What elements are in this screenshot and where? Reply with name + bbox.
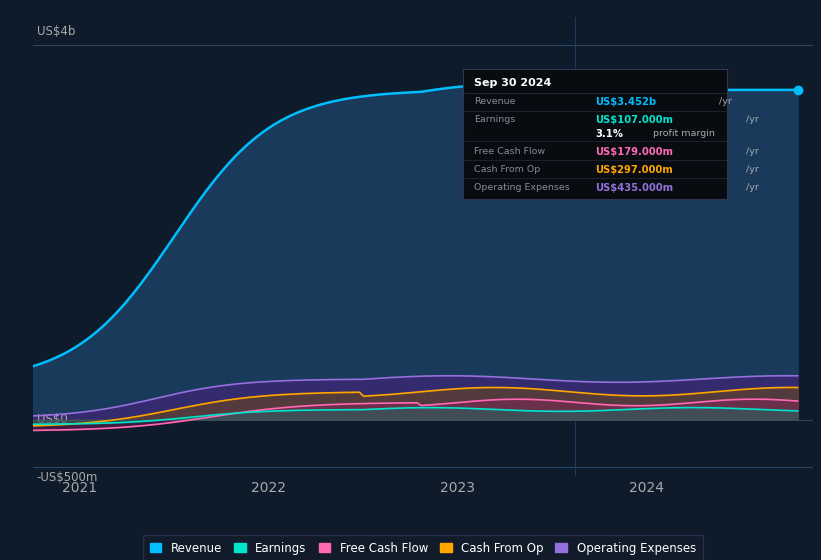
Text: Cash From Op: Cash From Op <box>474 165 540 174</box>
Text: Revenue: Revenue <box>474 96 516 105</box>
Text: US$0: US$0 <box>37 413 67 426</box>
Text: US$435.000m: US$435.000m <box>595 183 673 193</box>
Legend: Revenue, Earnings, Free Cash Flow, Cash From Op, Operating Expenses: Revenue, Earnings, Free Cash Flow, Cash … <box>143 535 703 560</box>
Text: -US$500m: -US$500m <box>37 471 99 484</box>
Text: US$4b: US$4b <box>37 25 75 38</box>
Text: /yr: /yr <box>746 147 759 156</box>
Text: /yr: /yr <box>719 96 732 105</box>
Text: /yr: /yr <box>746 165 759 174</box>
Text: Sep 30 2024: Sep 30 2024 <box>474 78 552 88</box>
Text: Operating Expenses: Operating Expenses <box>474 183 570 192</box>
Text: US$107.000m: US$107.000m <box>595 115 673 125</box>
Text: profit margin: profit margin <box>650 129 715 138</box>
Text: /yr: /yr <box>746 115 759 124</box>
Text: Earnings: Earnings <box>474 115 516 124</box>
Text: Free Cash Flow: Free Cash Flow <box>474 147 545 156</box>
Text: /yr: /yr <box>746 183 759 192</box>
Text: US$297.000m: US$297.000m <box>595 165 673 175</box>
Text: US$179.000m: US$179.000m <box>595 147 673 157</box>
Text: 3.1%: 3.1% <box>595 129 623 139</box>
Text: US$3.452b: US$3.452b <box>595 96 657 106</box>
